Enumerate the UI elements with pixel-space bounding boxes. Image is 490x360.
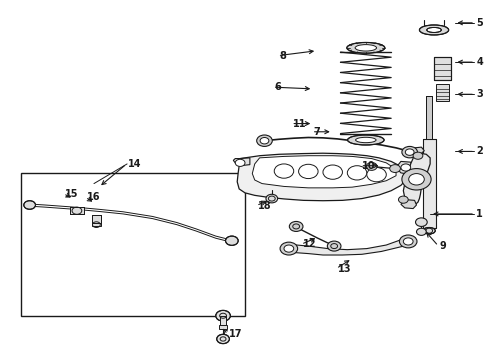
Polygon shape [410, 147, 424, 155]
Ellipse shape [356, 137, 376, 143]
Polygon shape [233, 158, 250, 166]
Bar [436, 84, 449, 102]
Circle shape [367, 162, 377, 170]
Text: 4: 4 [476, 57, 483, 67]
Ellipse shape [427, 27, 441, 32]
Ellipse shape [423, 228, 435, 234]
Circle shape [347, 166, 367, 180]
Bar [92, 215, 101, 223]
Text: 14: 14 [128, 159, 142, 169]
Text: 7: 7 [313, 127, 320, 137]
Bar [219, 325, 227, 329]
Bar [220, 316, 226, 325]
Circle shape [367, 167, 386, 182]
Circle shape [257, 135, 272, 147]
Circle shape [260, 138, 269, 144]
Polygon shape [289, 237, 408, 255]
Text: 16: 16 [87, 192, 100, 202]
Circle shape [403, 238, 413, 245]
Circle shape [327, 241, 341, 251]
Circle shape [323, 165, 343, 179]
Text: 13: 13 [338, 264, 351, 274]
Bar [70, 207, 84, 214]
Text: 17: 17 [229, 329, 243, 339]
Circle shape [416, 218, 427, 226]
Polygon shape [252, 156, 396, 188]
Bar [92, 215, 101, 223]
Text: 9: 9 [440, 241, 447, 251]
Polygon shape [401, 200, 416, 208]
Bar [70, 207, 84, 214]
Circle shape [401, 164, 411, 171]
Circle shape [24, 201, 35, 209]
Polygon shape [403, 153, 430, 204]
Text: 6: 6 [274, 82, 281, 92]
Bar [423, 139, 436, 228]
Circle shape [399, 235, 417, 248]
Text: 8: 8 [279, 51, 286, 61]
Text: 18: 18 [258, 201, 271, 211]
Circle shape [217, 334, 229, 343]
Circle shape [274, 164, 294, 178]
Circle shape [409, 174, 424, 185]
Bar [423, 139, 436, 228]
Ellipse shape [347, 135, 384, 145]
Text: 5: 5 [476, 18, 483, 28]
Circle shape [413, 152, 423, 159]
Ellipse shape [419, 25, 449, 35]
Polygon shape [92, 223, 101, 226]
Text: 12: 12 [302, 239, 316, 249]
Circle shape [298, 164, 318, 179]
Circle shape [398, 196, 408, 203]
Text: 15: 15 [65, 189, 78, 199]
Circle shape [405, 149, 414, 156]
Circle shape [284, 245, 294, 252]
Circle shape [235, 159, 245, 166]
Circle shape [390, 165, 400, 172]
Circle shape [280, 242, 297, 255]
Bar [426, 96, 432, 139]
Circle shape [289, 221, 303, 231]
Bar [434, 57, 451, 80]
Polygon shape [237, 153, 406, 201]
Circle shape [216, 310, 230, 321]
Text: 2: 2 [476, 147, 483, 157]
Polygon shape [396, 161, 413, 175]
Bar [434, 57, 451, 80]
Text: 3: 3 [476, 89, 483, 99]
Bar [426, 96, 432, 139]
Circle shape [225, 236, 238, 246]
Text: 10: 10 [362, 161, 375, 171]
Circle shape [416, 228, 426, 235]
Circle shape [402, 147, 417, 158]
Ellipse shape [347, 42, 385, 53]
Bar [21, 173, 245, 316]
Circle shape [266, 194, 278, 203]
Circle shape [402, 168, 431, 190]
Text: 11: 11 [293, 118, 306, 129]
Text: 1: 1 [476, 209, 483, 219]
Ellipse shape [355, 45, 376, 51]
